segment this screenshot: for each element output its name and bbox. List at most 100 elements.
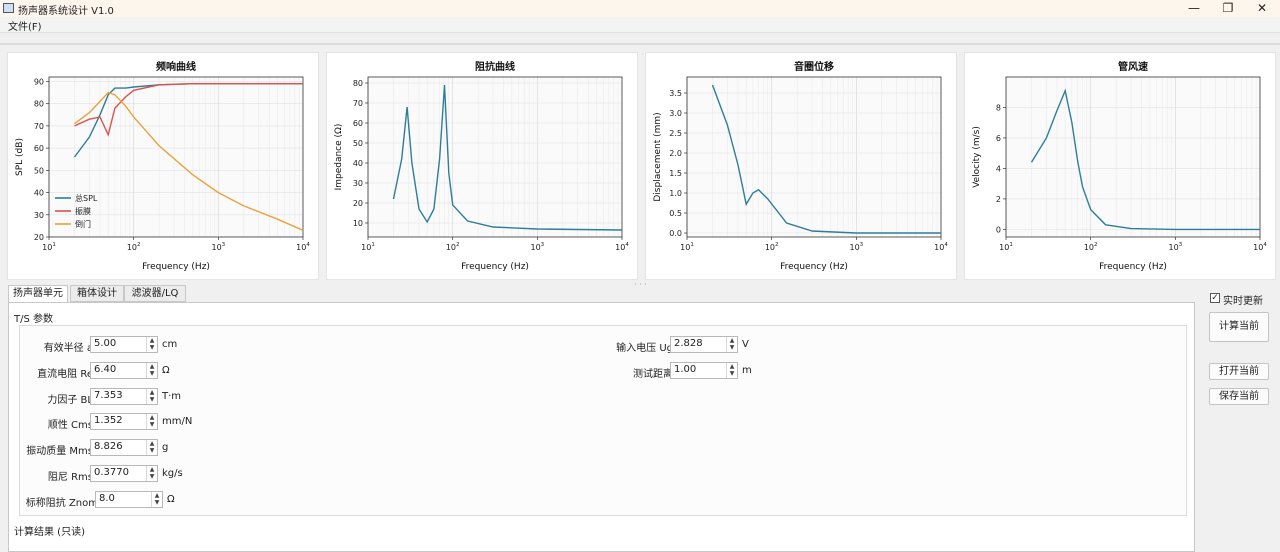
spin-arrows-icon[interactable]: ▲ ▼ bbox=[146, 466, 157, 481]
x-tick-label: 104 bbox=[296, 242, 310, 252]
impedance-chart: 80 70 60 50 40 30 20 10 101 102 103 104 阻抗曲线 Frequenc… bbox=[334, 60, 629, 272]
tab-box-design[interactable]: 箱体设计 bbox=[70, 285, 124, 302]
chart-title: 频响曲线 bbox=[156, 60, 196, 73]
y-tick-label: 1.5 bbox=[669, 169, 682, 178]
y-tick-label: 70 bbox=[353, 99, 363, 108]
x-tick-exponent: 4 bbox=[944, 242, 948, 248]
series-line-displacement bbox=[711, 84, 941, 234]
y-tick-label: 8 bbox=[996, 103, 1001, 112]
x-tick-label: 101 bbox=[680, 242, 694, 252]
field-label-voltage: 输入电压 Ug bbox=[616, 343, 673, 354]
y-tick-label: 2.5 bbox=[669, 129, 682, 138]
axes-frame bbox=[367, 76, 623, 238]
re-spinbox[interactable]: 6.40 ▲ ▼ bbox=[90, 362, 158, 379]
y-tick-label: 0 bbox=[996, 225, 1001, 234]
chart-title: 阻抗曲线 bbox=[475, 60, 515, 73]
x-axis-label: Frequency (Hz) bbox=[780, 262, 848, 272]
ts-group-title: T/S 参数 bbox=[14, 314, 54, 325]
y-tick-label: 50 bbox=[34, 166, 44, 175]
x-tick-exponent: 3 bbox=[1179, 242, 1183, 248]
tab-speaker-unit[interactable]: 扬声器单元 bbox=[8, 285, 68, 303]
field-label-rms: 阻尼 Rms bbox=[47, 472, 93, 483]
x-tick-exponent: 1 bbox=[371, 242, 375, 248]
x-tick-exponent: 1 bbox=[52, 242, 56, 248]
spin-arrows-icon[interactable]: ▲ ▼ bbox=[146, 440, 157, 455]
plot-area bbox=[687, 77, 941, 237]
distance-spinbox[interactable]: 1.00 ▲ ▼ bbox=[670, 362, 738, 379]
menu-bar: 文件(F) bbox=[0, 17, 1280, 33]
open-button[interactable]: 打开当前 bbox=[1209, 363, 1269, 380]
close-button[interactable]: ✕ bbox=[1256, 1, 1268, 15]
spin-arrows-icon[interactable]: ▲ ▼ bbox=[146, 337, 157, 352]
displacement-chart: 3.5 3.0 2.5 2.0 1.5 1.0 0.5 0.0 101 102 103 104 音圈位移… bbox=[653, 60, 948, 272]
calculate-button[interactable]: 计算当前 bbox=[1209, 312, 1269, 342]
spin-arrows-icon[interactable]: ▲ ▼ bbox=[146, 389, 157, 404]
impedance-plot-panel: 80 70 60 50 40 30 20 10 101 102 103 104 阻抗曲线 Frequenc… bbox=[326, 52, 638, 280]
minimize-button[interactable]: — bbox=[1188, 1, 1200, 15]
field-unit: T·m bbox=[162, 391, 182, 402]
y-tick-label: 0.0 bbox=[669, 229, 682, 238]
menu-file[interactable]: 文件(F) bbox=[8, 22, 42, 33]
y-tick-label: 30 bbox=[34, 211, 44, 220]
x-tick-exponent: 1 bbox=[690, 242, 694, 248]
x-tick-exponent: 4 bbox=[1263, 242, 1267, 248]
y-tick-label: 2.0 bbox=[669, 149, 682, 158]
spin-arrows-icon[interactable]: ▲ ▼ bbox=[151, 492, 162, 507]
x-tick-exponent: 3 bbox=[222, 242, 226, 248]
x-tick-exponent: 3 bbox=[541, 242, 545, 248]
tab-panel: T/S 参数 有效半径 a 5.00 ▲ ▼ cm 直流电阻 Re 6.40 ▲ ▼ Ω… bbox=[8, 302, 1195, 552]
field-label-re: 直流电阻 Re bbox=[37, 369, 93, 380]
live-update-checkbox[interactable]: ✓ bbox=[1210, 293, 1220, 303]
spl-plot-panel: 90 80 70 60 50 40 30 20 101 102 103 104 频响曲线 Frequenc… bbox=[7, 52, 319, 280]
mms-spinbox[interactable]: 8.826 ▲ ▼ bbox=[90, 439, 158, 456]
legend-label: 总SPL bbox=[75, 193, 98, 203]
cms-spinbox[interactable]: 1.352 ▲ ▼ bbox=[90, 413, 158, 430]
rms-spinbox[interactable]: 0.3770 ▲ ▼ bbox=[90, 465, 158, 482]
velocity-plot-panel: 8 6 4 2 0 101 102 103 104 管风速 Frequency (Hz) Veloci… bbox=[964, 52, 1276, 280]
y-tick-label: 10 bbox=[353, 219, 363, 228]
splitter-handle[interactable]: · · · bbox=[634, 280, 647, 289]
x-axis-label: Frequency (Hz) bbox=[461, 262, 529, 272]
series-line-port bbox=[74, 91, 304, 231]
series-line-impedance bbox=[392, 84, 623, 231]
field-unit: Ω bbox=[167, 494, 175, 505]
y-tick-label: 20 bbox=[353, 199, 363, 208]
y-tick-label: 60 bbox=[353, 119, 363, 128]
chart-title: 管风速 bbox=[1118, 60, 1148, 73]
y-tick-label: 3.5 bbox=[669, 89, 682, 98]
znom-spinbox[interactable]: 8.0 ▲ ▼ bbox=[95, 491, 163, 508]
y-axis-label: Displacement (mm) bbox=[653, 112, 663, 201]
spin-arrows-icon[interactable]: ▲ ▼ bbox=[726, 363, 737, 378]
y-tick-label: 0.5 bbox=[669, 209, 682, 218]
axes-frame bbox=[686, 76, 942, 238]
axes-frame bbox=[48, 76, 304, 238]
y-tick-label: 80 bbox=[353, 79, 363, 88]
y-tick-label: 50 bbox=[353, 139, 363, 148]
tab-filter[interactable]: 滤波器/LQ bbox=[124, 285, 186, 302]
x-tick-label: 101 bbox=[42, 242, 56, 252]
radius-spinbox[interactable]: 5.00 ▲ ▼ bbox=[90, 336, 158, 353]
legend-label: 倒门 bbox=[75, 219, 91, 229]
x-tick-exponent: 2 bbox=[1094, 242, 1098, 248]
x-tick-exponent: 3 bbox=[860, 242, 864, 248]
window-title: 扬声器系统设计 V1.0 bbox=[18, 6, 114, 17]
ts-params-group: 有效半径 a 5.00 ▲ ▼ cm 直流电阻 Re 6.40 ▲ ▼ Ω 力因子 BL… bbox=[19, 325, 1187, 516]
spin-arrows-icon[interactable]: ▲ ▼ bbox=[146, 414, 157, 429]
app-icon bbox=[3, 3, 14, 13]
bl-spinbox[interactable]: 7.353 ▲ ▼ bbox=[90, 388, 158, 405]
x-tick-exponent: 4 bbox=[306, 242, 310, 248]
spin-arrows-icon[interactable]: ▲ ▼ bbox=[146, 363, 157, 378]
spin-arrows-icon[interactable]: ▲ ▼ bbox=[726, 337, 737, 352]
y-axis-label: SPL (dB) bbox=[15, 138, 25, 176]
field-label-mms: 振动质量 Mms bbox=[26, 446, 93, 457]
field-label-znom: 标称阻抗 Znom bbox=[25, 498, 98, 509]
y-tick-label: 40 bbox=[34, 189, 44, 198]
x-tick-exponent: 2 bbox=[137, 242, 141, 248]
field-unit: Ω bbox=[162, 365, 170, 376]
maximize-button[interactable]: ❐ bbox=[1222, 1, 1234, 15]
x-tick-label: 102 bbox=[1084, 242, 1098, 252]
voltage-spinbox[interactable]: 2.828 ▲ ▼ bbox=[670, 336, 738, 353]
x-tick-label: 104 bbox=[1253, 242, 1267, 252]
save-button[interactable]: 保存当前 bbox=[1209, 388, 1269, 405]
